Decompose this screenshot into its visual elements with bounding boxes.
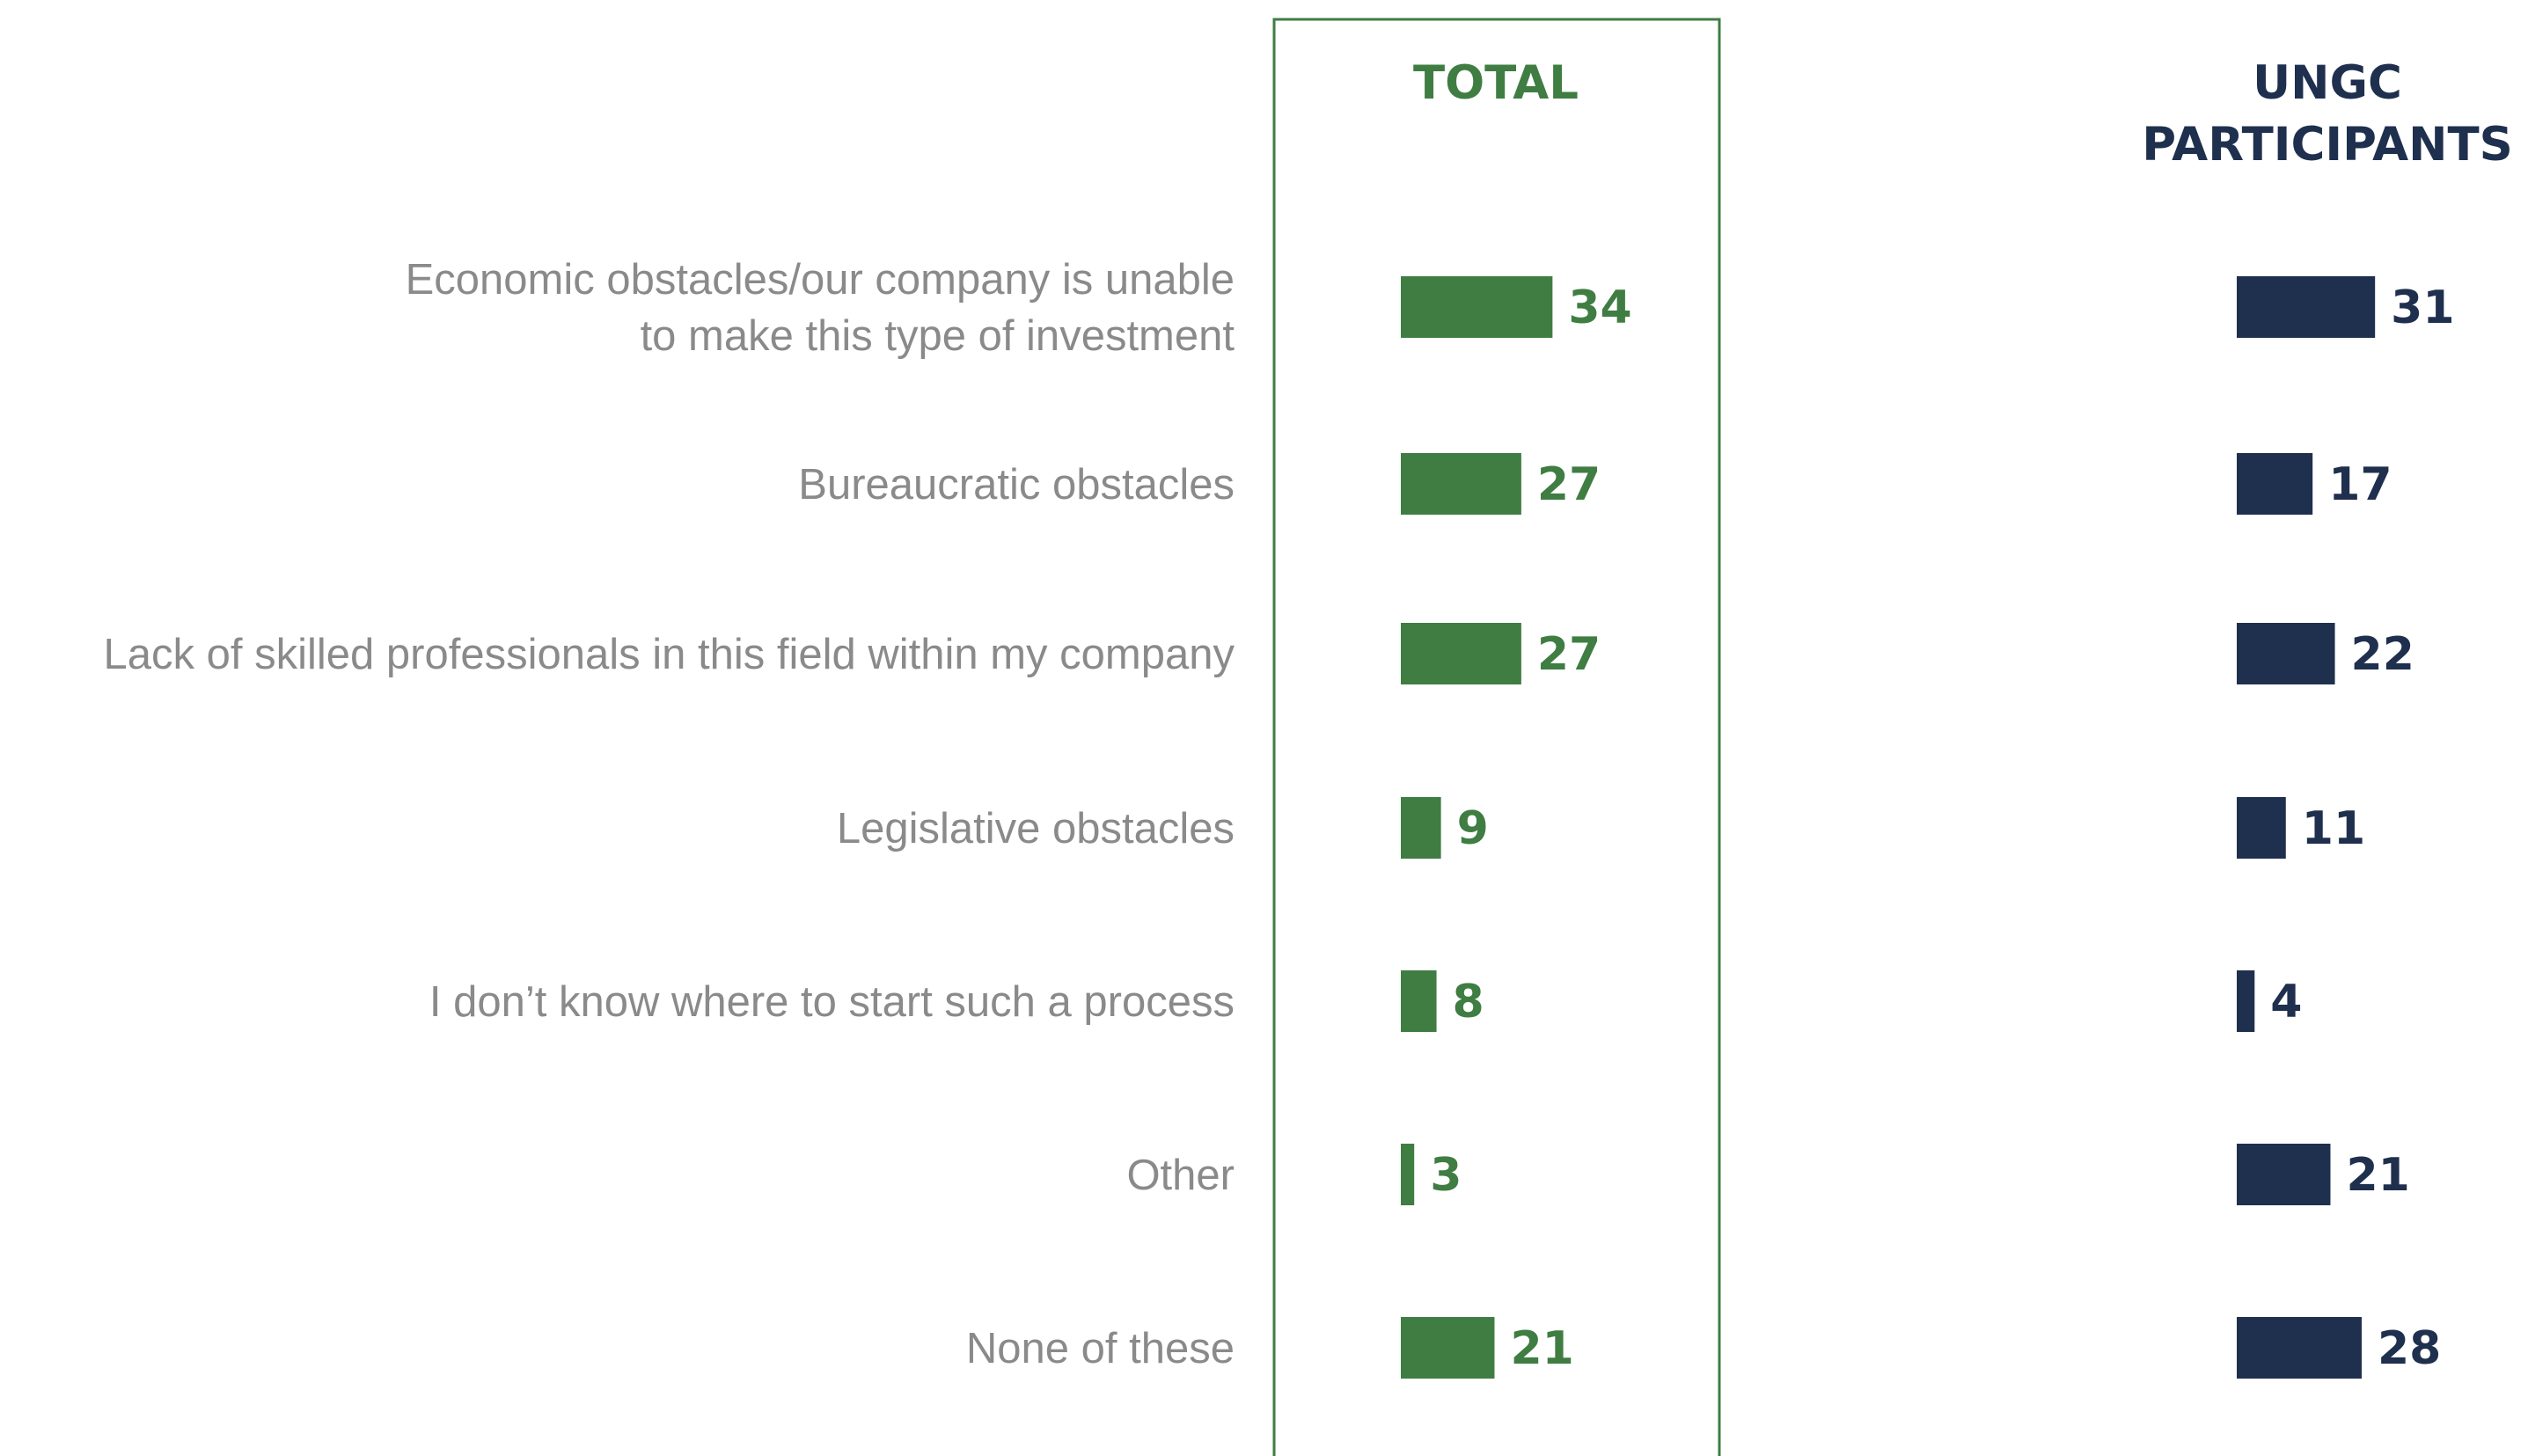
value-label: 9: [1457, 802, 1489, 855]
bar-series-1: [2237, 623, 2335, 684]
bar-series-0: [1401, 1144, 1415, 1205]
category-label-line: to make this type of investment: [641, 312, 1235, 360]
value-label: 28: [2378, 1322, 2441, 1375]
value-label: 27: [1537, 458, 1601, 511]
category-label: Bureaucratic obstacles: [798, 461, 1235, 509]
bar-series-0: [1401, 623, 1521, 684]
category-label-line: Lack of skilled professionals in this fi…: [104, 631, 1235, 678]
value-label: 4: [2270, 976, 2302, 1028]
category-label-line: Legislative obstacles: [837, 805, 1235, 852]
value-label: 11: [2302, 802, 2365, 855]
bar-series-1: [2237, 276, 2376, 338]
value-label: 27: [1537, 628, 1601, 681]
bar-series-1: [2237, 1317, 2362, 1379]
bar-series-0: [1401, 453, 1521, 515]
bar-series-0: [1401, 797, 1441, 859]
value-label: 31: [2391, 282, 2454, 334]
value-label: 3: [1430, 1149, 1462, 1202]
category-label-line: Other: [1126, 1152, 1235, 1199]
value-label: 34: [1568, 282, 1631, 334]
total-column-highlight-box: [1272, 18, 1721, 1456]
category-label: None of these: [966, 1325, 1235, 1372]
bar-series-1: [2237, 970, 2255, 1032]
bar-series-1: [2237, 453, 2313, 515]
bar-series-0: [1401, 970, 1437, 1032]
series-title-line: PARTICIPANTS: [2142, 118, 2513, 172]
category-label: Lack of skilled professionals in this fi…: [104, 631, 1235, 678]
category-label: Legislative obstacles: [837, 805, 1235, 852]
category-label: I don’t know where to start such a proce…: [429, 978, 1235, 1026]
bar-series-0: [1401, 276, 1553, 338]
series-title-0: TOTAL: [1413, 56, 1579, 110]
value-label: 8: [1453, 976, 1484, 1028]
bar-series-1: [2237, 1144, 2331, 1205]
series-title-1: UNGC PARTICIPANTS: [2142, 56, 2513, 172]
value-label: 21: [2346, 1149, 2409, 1202]
category-label-line: I don’t know where to start such a proce…: [429, 978, 1235, 1026]
bar-series-0: [1401, 1317, 1495, 1379]
category-label: Economic obstacles/our company is unable…: [406, 256, 1235, 360]
category-label-line: Bureaucratic obstacles: [798, 461, 1235, 509]
value-label: 22: [2351, 628, 2414, 681]
value-label: 17: [2328, 458, 2392, 511]
bar-series-1: [2237, 797, 2286, 859]
category-label: Other: [1126, 1152, 1235, 1199]
category-label-line: None of these: [966, 1325, 1235, 1372]
series-title-line: UNGC: [2253, 56, 2402, 110]
series-title-line: TOTAL: [1413, 56, 1579, 110]
category-label-line: Economic obstacles/our company is unable: [406, 256, 1235, 304]
value-label: 21: [1510, 1322, 1573, 1375]
